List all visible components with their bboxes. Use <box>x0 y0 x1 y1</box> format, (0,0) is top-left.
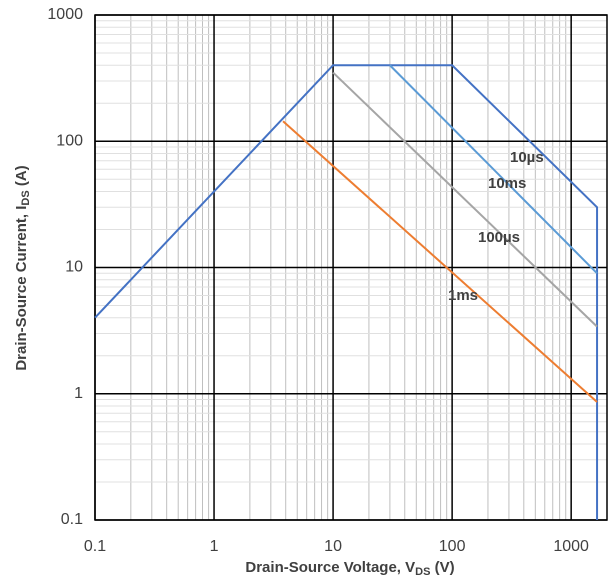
y-tick-label: 1000 <box>47 6 83 23</box>
x-axis-label: Drain-Source Voltage, VDS (V) <box>245 559 454 578</box>
series-annotation: 10ms <box>488 175 526 192</box>
y-tick-label: 100 <box>56 132 83 149</box>
series-line <box>94 64 599 520</box>
y-tick-label: 0.1 <box>61 511 83 528</box>
x-tick-label: 1 <box>210 538 219 555</box>
x-label-text: Drain-Source Voltage, V <box>245 559 415 576</box>
x-label-suffix: (V) <box>430 559 454 576</box>
series-annotation: 100µs <box>478 229 520 246</box>
series-line <box>282 120 598 403</box>
y-label-suffix: (A) <box>13 165 30 190</box>
series-line <box>332 71 598 328</box>
x-tick-label: 0.1 <box>84 538 106 555</box>
series-annotation: 1ms <box>448 287 478 304</box>
y-tick-label: 1 <box>74 385 83 402</box>
x-tick-label: 100 <box>439 538 466 555</box>
x-tick-label: 10 <box>324 538 342 555</box>
y-label-sub: DS <box>20 190 32 205</box>
series-annotation: 10µs <box>510 149 544 166</box>
plot-border <box>94 14 608 521</box>
y-label-text: Drain-Source Current, I <box>13 206 30 371</box>
x-tick-label: 1000 <box>553 538 589 555</box>
series-line <box>389 64 598 274</box>
y-axis-label: Drain-Source Current, IDS (A) <box>13 165 32 370</box>
x-label-sub: DS <box>415 566 430 578</box>
y-tick-label: 10 <box>65 259 83 276</box>
